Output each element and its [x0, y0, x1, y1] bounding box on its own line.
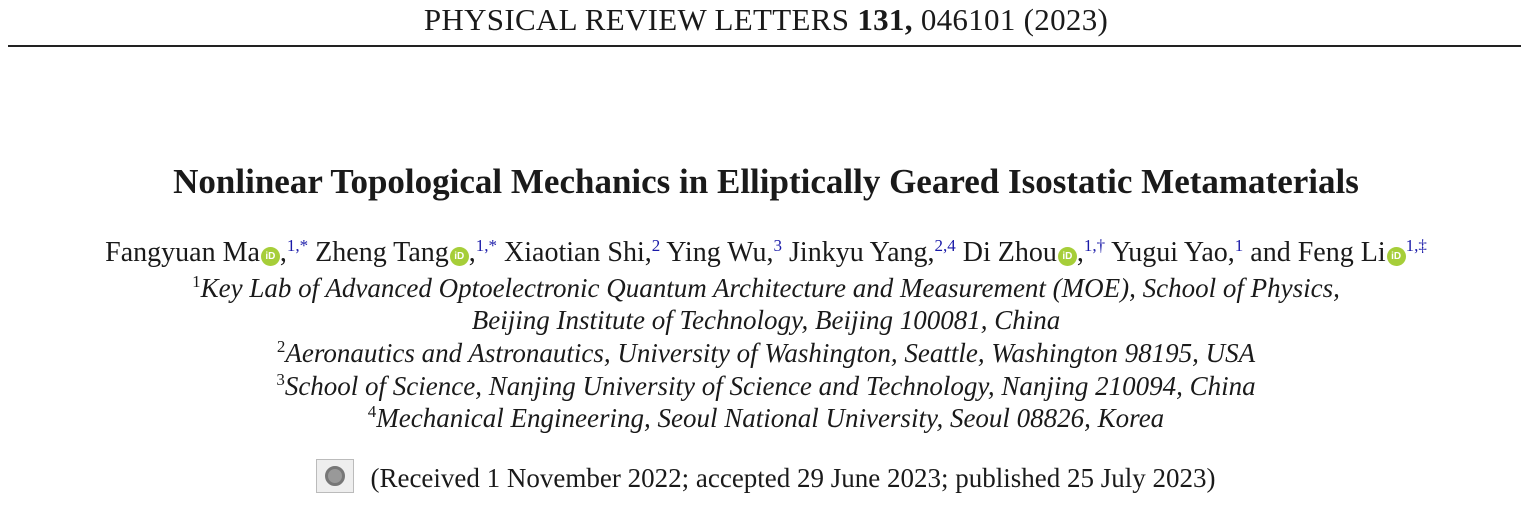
affiliation-1-cont: Beijing Institute of Technology, Beijing… — [471, 305, 1061, 335]
journal-header: PHYSICAL REVIEW LETTERS 131, 046101 (202… — [0, 2, 1532, 38]
crossmark-icon[interactable] — [316, 459, 355, 493]
aff-num: 4 — [367, 402, 377, 421]
author-name: Ying Wu — [666, 237, 767, 268]
orcid-icon[interactable]: iD — [1386, 247, 1406, 266]
dates-line: (Received 1 November 2022; accepted 29 J… — [0, 459, 1532, 494]
author-affiliation-link[interactable]: 3 — [773, 236, 783, 255]
author-name: Zheng Tang — [315, 237, 449, 268]
author-affiliation-link[interactable]: 1,‡ — [1405, 236, 1427, 255]
author: Ying Wu,3 — [666, 236, 783, 268]
author-name: Di Zhou — [962, 237, 1057, 268]
affiliation-2: 2Aeronautics and Astronautics, Universit… — [0, 338, 1532, 369]
author: Di Zhou iD ,1,† — [962, 236, 1106, 268]
aff-num: 3 — [276, 370, 285, 389]
author: Xiaotian Shi,2 — [504, 236, 661, 268]
aff-text: Aeronautics and Astronautics, University… — [285, 338, 1256, 368]
journal-name: PHYSICAL REVIEW LETTERS — [423, 2, 850, 37]
author-affiliation-link[interactable]: 2 — [651, 236, 661, 255]
author-name: Jinkyu Yang — [789, 237, 928, 268]
publication-dates: (Received 1 November 2022; accepted 29 J… — [370, 463, 1216, 493]
author-name: Xiaotian Shi — [504, 237, 645, 268]
author: Zheng Tang iD ,1,* — [315, 236, 498, 268]
author-affiliation-link[interactable]: 1,† — [1083, 236, 1106, 255]
affiliation-1: 1Key Lab of Advanced Optoelectronic Quan… — [0, 273, 1532, 304]
volume: 131, — [857, 2, 913, 37]
aff-text: School of Science, Nanjing University of… — [284, 371, 1256, 401]
author-affiliation-link[interactable]: 1 — [1234, 236, 1244, 255]
aff-text: Key Lab of Advanced Optoelectronic Quant… — [200, 273, 1340, 303]
author-name: Fangyuan Ma — [105, 237, 260, 268]
author-list: Fangyuan Ma iD ,1,* Zheng Tang iD ,1,* Xiaot… — [0, 237, 1532, 269]
author: Yugui Yao,1 and — [1111, 236, 1291, 268]
aff-num: 1 — [192, 272, 201, 291]
affiliation-4: 4Mechanical Engineering, Seoul National … — [0, 403, 1532, 434]
author-affiliation-link[interactable]: 2,4 — [934, 236, 956, 255]
author: Feng Li iD1,‡ — [1298, 237, 1427, 268]
affiliation-3: 3School of Science, Nanjing University o… — [0, 371, 1532, 402]
author-affiliation-link[interactable]: 1,* — [475, 236, 498, 255]
author-name: Feng Li — [1297, 237, 1386, 268]
author-name: Yugui Yao — [1111, 237, 1228, 268]
paper-title: Nonlinear Topological Mechanics in Ellip… — [173, 162, 1359, 201]
article-number: 046101 (2023) — [920, 2, 1109, 37]
orcid-icon[interactable]: iD — [449, 247, 469, 266]
aff-num: 2 — [276, 337, 286, 356]
author: Jinkyu Yang,2,4 — [789, 236, 956, 268]
orcid-icon[interactable]: iD — [1057, 247, 1077, 266]
orcid-icon[interactable]: iD — [260, 247, 280, 266]
header-rule — [8, 45, 1521, 47]
author-affiliation-link[interactable]: 1,* — [286, 236, 309, 255]
aff-text: Mechanical Engineering, Seoul National U… — [376, 403, 1165, 433]
author: Fangyuan Ma iD ,1,* — [105, 236, 309, 268]
